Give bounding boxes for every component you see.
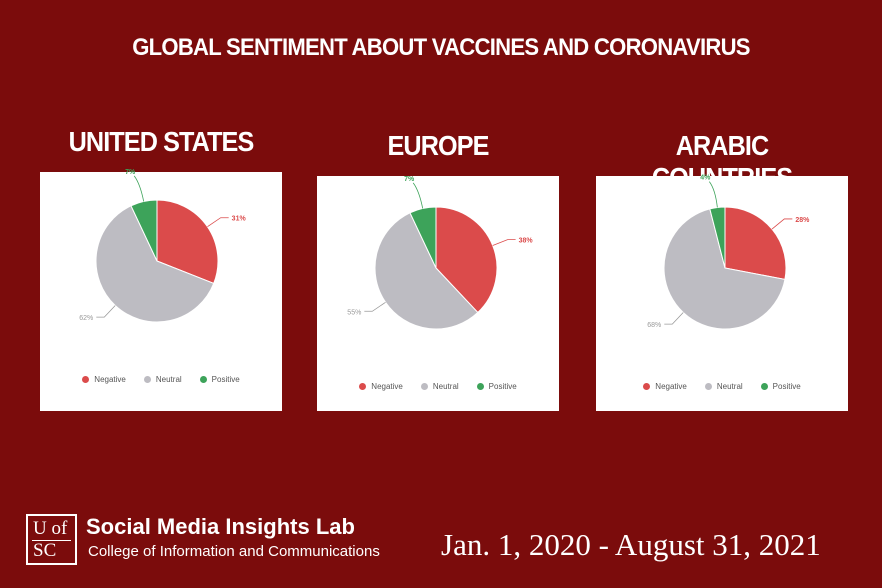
legend-arabic: Negative Neutral Positive: [596, 382, 848, 391]
positive-dot-icon: [199, 376, 207, 383]
pie-slice-positive: [409, 206, 437, 269]
data-label-positive: 7%: [404, 176, 415, 183]
pie-slice-negative: [435, 206, 498, 314]
positive-dot-icon: [476, 383, 484, 390]
data-label-positive: 4%: [700, 175, 711, 182]
data-label-neutral: 62%: [79, 315, 93, 322]
data-label-negative: 31%: [232, 216, 247, 223]
pie-chart-arabic: 28% 68% 4%: [647, 175, 810, 330]
logo-bottom-text: SC: [33, 540, 57, 561]
negative-dot-icon: [643, 383, 651, 390]
college-name: College of Information and Communication…: [88, 543, 380, 560]
pie-chart-europe: 38% 55% 7%: [347, 176, 534, 330]
pie-slice-negative: [156, 199, 219, 285]
neutral-dot-icon: [143, 376, 151, 383]
data-label-neutral: 68%: [647, 322, 661, 329]
chart-card-arabic: 28% 68% 4% Negative Neutral Positive: [596, 175, 848, 411]
leader-line-positive: [133, 175, 145, 202]
legend-item-positive: Positive: [760, 382, 801, 391]
positive-dot-icon: [760, 383, 768, 390]
chart-card-europe: 38% 55% 7% Negative Neutral Positive: [317, 176, 559, 411]
leader-line-negative: [207, 217, 229, 228]
data-label-neutral: 55%: [347, 309, 361, 316]
legend-item-negative: Negative: [643, 382, 687, 391]
chart-card-us: 31% 62% 7% Negative Neutral Positive: [40, 169, 282, 411]
pie-slice-neutral: [95, 205, 215, 323]
neutral-dot-icon: [420, 383, 428, 390]
leader-line-neutral: [96, 305, 116, 318]
negative-dot-icon: [82, 376, 90, 383]
pie-slice-negative: [724, 206, 787, 281]
legend-us: Negative Neutral Positive: [40, 375, 282, 384]
negative-dot-icon: [359, 383, 367, 390]
legend-item-positive: Positive: [199, 375, 240, 384]
pie-slice-neutral: [663, 208, 786, 330]
main-title: GLOBAL SENTIMENT ABOUT VACCINES AND CORO…: [132, 34, 750, 61]
leader-line-neutral: [664, 312, 684, 325]
region-title-us: UNITED STATES: [68, 126, 255, 157]
legend-item-positive: Positive: [476, 382, 517, 391]
legend-europe: Negative Neutral Positive: [317, 382, 559, 391]
pie-chart-us: 31% 62% 7%: [79, 169, 247, 323]
data-label-negative: 28%: [795, 217, 810, 224]
pie-slice-positive: [130, 199, 158, 262]
legend-item-negative: Negative: [359, 382, 403, 391]
region-title-europe: EUROPE: [387, 130, 489, 161]
pie-slice-neutral: [374, 212, 479, 330]
logo-divider: [32, 540, 71, 541]
leader-line-neutral: [364, 301, 386, 312]
date-range: Jan. 1, 2020 - August 31, 2021: [441, 527, 821, 562]
university-logo: U of SC: [26, 514, 77, 565]
leader-line-negative: [492, 239, 516, 246]
leader-line-positive: [709, 181, 718, 208]
leader-line-negative: [771, 218, 793, 230]
legend-item-neutral: Neutral: [704, 382, 743, 391]
legend-item-negative: Negative: [82, 375, 126, 384]
leader-line-positive: [412, 182, 424, 209]
neutral-dot-icon: [704, 383, 712, 390]
legend-item-neutral: Neutral: [143, 375, 182, 384]
legend-item-neutral: Neutral: [420, 382, 459, 391]
data-label-positive: 7%: [125, 169, 136, 176]
data-label-negative: 38%: [519, 238, 534, 245]
lab-name: Social Media Insights Lab: [86, 514, 355, 539]
logo-top-text: U of: [33, 518, 68, 539]
